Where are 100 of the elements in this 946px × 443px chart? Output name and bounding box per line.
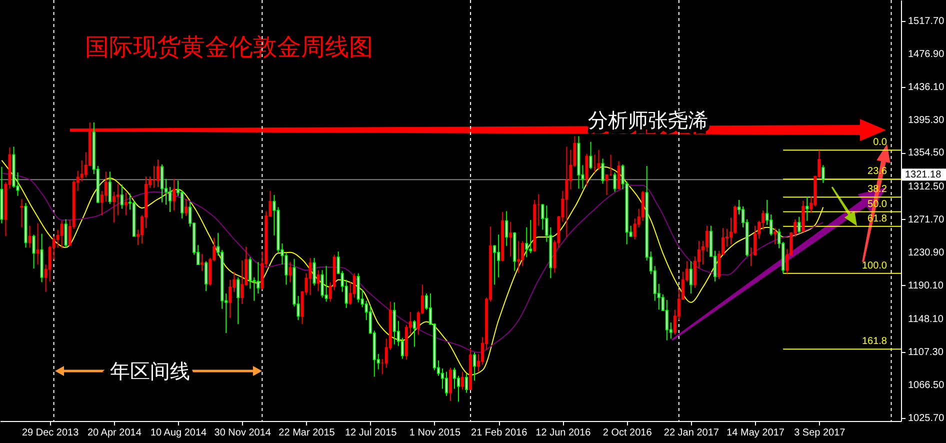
candlestick — [172, 178, 176, 211]
candlestick — [60, 220, 64, 249]
y-tick-label: 1271.70 — [908, 214, 945, 226]
x-tick-label: 12 Jun 2016 — [536, 428, 592, 438]
annotation: 100.0 — [862, 260, 888, 272]
candlestick — [168, 186, 172, 212]
x-tick-label: 21 Feb 2016 — [471, 428, 528, 438]
candlestick — [112, 191, 116, 223]
candlestick — [20, 198, 24, 228]
candlestick — [80, 160, 84, 182]
candlestick — [204, 260, 208, 292]
candlestick — [754, 225, 757, 256]
y-tick-label: 1230.90 — [908, 247, 945, 258]
x-tick-label: 22 Jan 2017 — [664, 428, 720, 438]
y-tick-label: 1354.50 — [908, 148, 945, 159]
candlestick — [762, 210, 765, 230]
y-tick-label: 1517.70 — [908, 16, 945, 27]
candlestick — [453, 367, 456, 390]
y-tick-label: 1025.70 — [908, 413, 945, 424]
ref-line-label: 1321.18 — [905, 170, 942, 181]
annotation: 38.2 — [868, 184, 888, 196]
text: 国际现货黄金伦敦金周线图 — [85, 33, 373, 61]
candlestick — [529, 220, 532, 254]
candlestick — [312, 257, 316, 286]
candlestick — [392, 302, 396, 345]
candlestick — [180, 190, 184, 219]
annotation: 161.8 — [862, 336, 888, 348]
y-tick-label: 1148.10 — [908, 314, 944, 326]
candlestick — [108, 171, 112, 204]
x-tick-label: 2 Oct 2016 — [602, 428, 652, 438]
x-tick-label: 1 Nov 2015 — [409, 428, 461, 438]
annotation: 0.0 — [873, 137, 888, 148]
candlestick — [160, 164, 164, 203]
x-tick-label: 14 May 2017 — [726, 428, 785, 438]
candlestick — [64, 218, 68, 248]
candlestick — [440, 368, 444, 390]
candlestick — [284, 252, 288, 286]
candlestick — [589, 141, 592, 170]
candlestick — [585, 153, 588, 187]
candlestick — [288, 262, 292, 283]
y-tick-label: 1476.90 — [908, 48, 945, 60]
y-tick-label: 1312.50 — [908, 182, 945, 193]
candlestick — [493, 244, 496, 286]
candlestick — [200, 253, 204, 272]
candlestick — [497, 234, 500, 278]
x-tick-label: 30 Nov 2014 — [214, 428, 272, 438]
y-tick-label: 1107.30 — [908, 347, 944, 358]
candlestick — [36, 222, 40, 265]
y-tick-label: 1395.30 — [908, 114, 945, 126]
candlestick — [525, 226, 528, 258]
candlestick — [228, 279, 232, 318]
x-tick-label: 3 Sep 2017 — [794, 428, 846, 438]
candlestick — [356, 272, 360, 303]
x-tick-label: 22 Mar 2015 — [278, 428, 336, 438]
candlestick — [473, 352, 476, 382]
candlestick — [705, 225, 708, 252]
x-tick-label: 20 Apr 2014 — [87, 428, 142, 438]
candlestick — [240, 260, 244, 304]
candlestick — [124, 192, 128, 216]
candlestick — [449, 367, 452, 402]
candlestick — [509, 221, 512, 257]
candlestick — [665, 299, 668, 341]
candlestick — [605, 174, 608, 196]
candlestick — [116, 183, 120, 216]
candlestick — [248, 256, 252, 290]
candlestick — [633, 218, 636, 240]
candlestick — [104, 171, 108, 202]
candlestick — [806, 196, 809, 222]
candlestick — [461, 371, 464, 390]
x-tick-label: 10 Aug 2014 — [150, 428, 208, 438]
candlestick — [613, 172, 616, 192]
y-tick-label: 1066.50 — [908, 380, 945, 392]
candlestick — [521, 240, 524, 267]
candlestick — [32, 234, 36, 269]
candlestick — [308, 257, 312, 296]
candlestick — [601, 158, 604, 184]
candlestick — [774, 228, 777, 245]
candlestick — [822, 164, 825, 184]
candlestick — [320, 270, 324, 298]
candlestick — [28, 225, 32, 248]
candlestick — [324, 266, 328, 302]
candlestick — [316, 270, 320, 292]
y-tick-label: 1436.10 — [908, 82, 945, 93]
x-tick-label: 29 Dec 2013 — [22, 428, 80, 438]
x-tick-label: 12 Jul 2015 — [345, 428, 398, 438]
candlestick — [770, 214, 773, 236]
candlestick — [597, 149, 600, 171]
candlestick — [505, 210, 508, 246]
candlestick — [465, 372, 468, 394]
candlestick — [689, 260, 692, 294]
candlestick — [517, 240, 520, 274]
candlestick — [617, 160, 620, 190]
candlestick — [565, 146, 568, 238]
y-tick-label: 1190.10 — [908, 280, 944, 292]
annotation: 分析师张尧浠 — [588, 108, 708, 132]
candlestick — [156, 159, 160, 188]
candlestick — [236, 276, 240, 325]
candlestick — [444, 371, 448, 396]
candlestick — [256, 262, 260, 294]
candlestick — [120, 184, 124, 210]
